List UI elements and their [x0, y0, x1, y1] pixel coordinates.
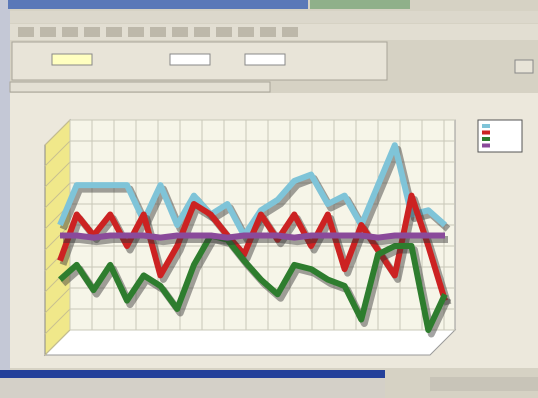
side-grid-line: [44, 161, 71, 188]
taskbar-buttons[interactable]: [430, 377, 538, 391]
legend-swatch: [482, 143, 490, 148]
series-line: [57, 142, 447, 239]
floor: [43, 329, 457, 356]
series-shadow: [63, 236, 448, 246]
second-window-title: [0, 370, 385, 378]
side-grid-line: [44, 329, 71, 356]
title-bar-tab: [310, 0, 410, 9]
date-field[interactable]: [244, 53, 286, 66]
tab-row[interactable]: [9, 81, 271, 93]
series-line: [58, 232, 448, 333]
toolbar-buttons: [18, 27, 298, 37]
side-grid-line: [44, 182, 71, 209]
date-field[interactable]: [169, 53, 211, 66]
input-field[interactable]: [51, 53, 93, 66]
title-bar: [8, 0, 308, 9]
side-grid-line: [44, 140, 71, 167]
desktop-strip: [0, 0, 10, 398]
side-grid-line: [44, 287, 71, 314]
legend-swatch: [482, 130, 490, 135]
legend-swatch: [482, 124, 490, 128]
legend-swatch: [482, 137, 490, 141]
button[interactable]: [514, 59, 534, 74]
side-grid-line: [44, 224, 71, 251]
series-line: [60, 232, 445, 241]
side-grid-line: [44, 119, 71, 146]
menu-bar: [10, 11, 538, 23]
side-grid-line: [44, 308, 71, 335]
